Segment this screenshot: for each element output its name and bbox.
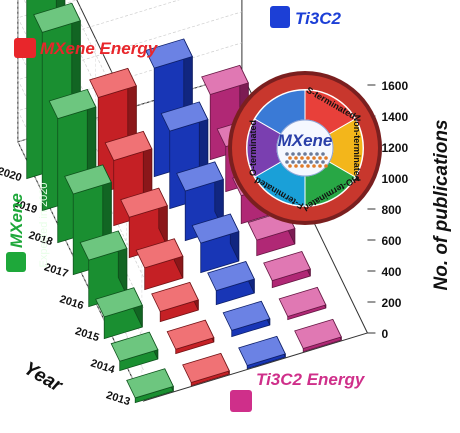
lattice-atom (312, 156, 316, 160)
legend-ti3c2: Ti3C2 (270, 6, 342, 28)
y-tick-label: 1200 (381, 141, 408, 155)
bar-mxene-2013 (126, 368, 174, 404)
bar-ti3c2-2015 (207, 260, 255, 306)
lattice-atom (321, 160, 325, 164)
lattice-atom (288, 156, 292, 160)
gridline (68, 0, 144, 154)
lattice-atom (300, 164, 304, 168)
lattice-atom (306, 156, 310, 160)
lattice-atom (303, 160, 307, 164)
bar-ti3c2-2013 (238, 335, 286, 370)
svg-text:Ti3C2: Ti3C2 (295, 9, 342, 28)
inset-segment-label: Non-terminated (352, 115, 362, 182)
legend-ti3c2-energy: Ti3C2 Energy (230, 370, 366, 412)
x-tick-label: 2014 (89, 357, 117, 376)
bar-ti3c2-energy-2015 (263, 250, 311, 289)
bar-mxene-energy-2016 (135, 238, 184, 291)
lattice-atom (318, 164, 322, 168)
x-tick-label: 2016 (58, 293, 85, 312)
y-tick-labels: 0 200 400 600 800 1000 1200 1400 1600 (367, 79, 408, 341)
bar-ti3c2-2014 (222, 300, 271, 338)
mxene-inset-graphic: S-terminatedNon-terminatedHO-terminatedF… (228, 71, 382, 225)
bar-mxene-energy-2014 (166, 319, 215, 355)
lattice-atom (309, 160, 313, 164)
gridline (17, 73, 243, 402)
lattice-atom (294, 156, 298, 160)
lattice-atom (318, 156, 322, 160)
legend-mxene: MXene (6, 193, 26, 272)
lattice-atom (300, 156, 304, 160)
inset-segment-label: O-terminated (248, 120, 258, 176)
x-tick-label: 2015 (74, 325, 101, 344)
lattice-atom (324, 156, 328, 160)
y-tick-label: 800 (381, 203, 401, 217)
bar-mxene-2014 (110, 331, 159, 372)
x-tick-label: 2013 (105, 389, 132, 408)
lattice-atom (297, 160, 301, 164)
lattice-atom (288, 164, 292, 168)
legend-mxene-energy: MXene Energy (14, 38, 159, 58)
inset-center (276, 119, 334, 177)
y-tick-label: 1400 (381, 110, 408, 124)
y-tick-label: 400 (381, 265, 401, 279)
svg-text:Ti3C2 Energy: Ti3C2 Energy (256, 370, 366, 389)
y-tick-label: 1600 (381, 79, 408, 93)
y-tick-label: 1000 (381, 172, 408, 186)
y-tick-label: 200 (381, 296, 401, 310)
y-tick-label: 0 (381, 327, 388, 341)
lattice-atom (312, 164, 316, 168)
bar-mxene-energy-2013 (182, 352, 230, 387)
bar-mxene-energy-2015 (151, 281, 199, 323)
lattice-atom (291, 152, 295, 156)
lattice-atom (303, 152, 307, 156)
x-tick-label: 2020 (0, 165, 23, 184)
lattice-atom (315, 152, 319, 156)
x-axis-label: Year (20, 358, 67, 397)
lattice-atom (291, 160, 295, 164)
bar-ti3c2-energy-2014 (278, 286, 327, 321)
inset-center-label: MXene (278, 131, 333, 150)
lattice-atom (294, 164, 298, 168)
lattice-atom (324, 164, 328, 168)
bar-mxene-2016 (79, 230, 128, 308)
lattice-atom (306, 164, 310, 168)
svg-text:MXene Energy: MXene Energy (40, 39, 159, 58)
lattice-atom (285, 152, 289, 156)
svg-text:MXene: MXene (7, 193, 26, 248)
expected-annotation: Expected in 2020 (38, 182, 50, 267)
bar-mxene-2015 (95, 287, 143, 340)
y-axis-label: No. of publications (431, 120, 452, 291)
lattice-atom (321, 152, 325, 156)
lattice-atom (315, 160, 319, 164)
lattice-atom (309, 152, 313, 156)
lattice-atom (297, 152, 301, 156)
lattice-atom (285, 160, 289, 164)
bar-ti3c2-energy-2013 (294, 318, 342, 353)
bar-ti3c2-2016 (191, 213, 240, 274)
y-tick-label: 600 (381, 234, 401, 248)
